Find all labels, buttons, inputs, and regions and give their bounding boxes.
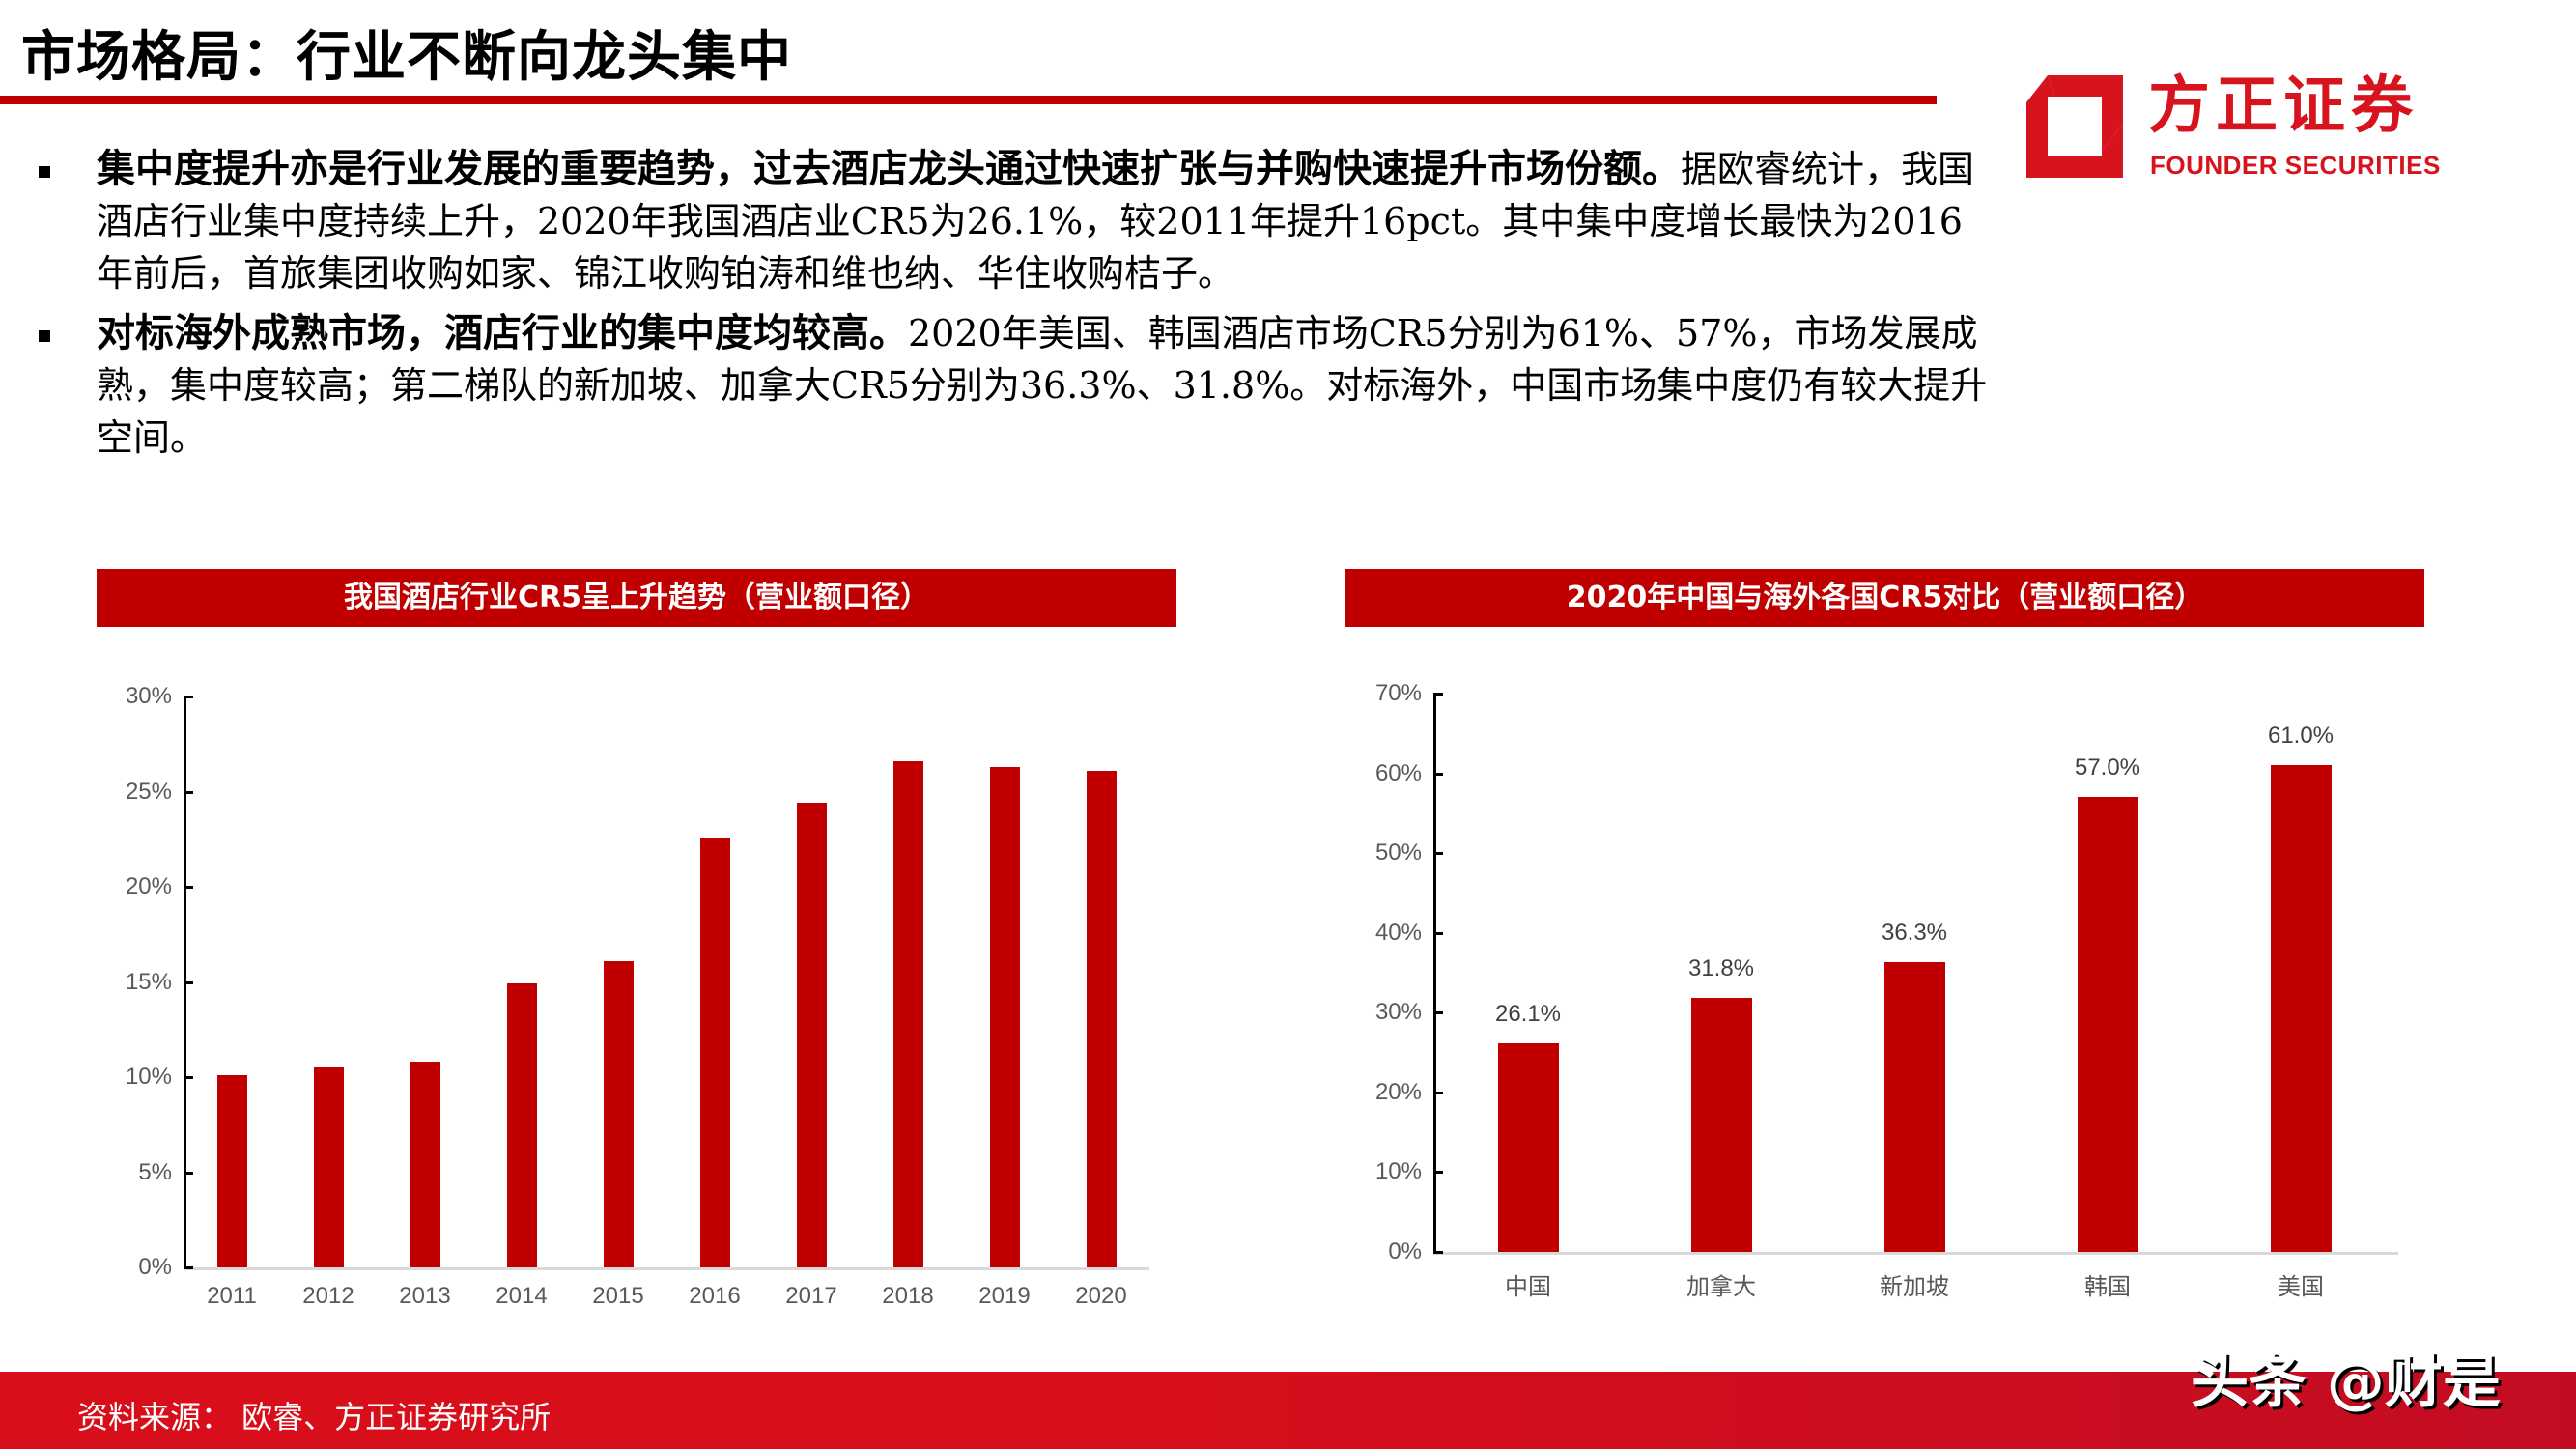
chart-cr5-trend: 0% 5% 10% 15% 20% 25% 30% 2011 2012 2013 2014 2015 2…	[0, 0, 1256, 1352]
y-tick-mark	[1433, 772, 1443, 776]
bullet-lead: 对标海外成熟市场，酒店行业的集中度均较高。	[97, 311, 908, 355]
chart-title-cr5-trend: 我国酒店行业CR5呈上升趋势（营业额口径）	[97, 569, 1176, 627]
x-tick-label: 2020	[1075, 1283, 1127, 1309]
y-tick-mark	[1433, 1251, 1443, 1254]
bullet-text: 2020年美国、韩国酒店市场CR5分别为61%、57%，市场发展成熟，集中度较高…	[97, 312, 1988, 459]
y-tick-label: 60%	[1374, 759, 1422, 786]
x-tick-label: 美国	[2278, 1274, 2324, 1300]
y-tick-label: 30%	[1374, 999, 1422, 1026]
y-tick-label: 10%	[125, 1064, 172, 1090]
bar-新加坡	[1883, 962, 1945, 1252]
bar-加拿大	[1690, 998, 1752, 1252]
x-tick-label: 2019	[978, 1283, 1031, 1309]
x-tick-label: 中国	[1505, 1274, 1551, 1300]
y-tick-label: 70%	[1374, 680, 1422, 706]
bar-2018	[892, 760, 923, 1267]
x-tick-label: 2018	[882, 1283, 934, 1309]
y-tick-label: 0%	[138, 1254, 172, 1280]
bar-2011	[216, 1075, 247, 1267]
logo-name-en: FOUNDER SECURITIES	[2150, 151, 2441, 180]
bar-2017	[796, 803, 827, 1267]
bar-2020	[1086, 770, 1117, 1267]
x-axis	[1433, 1252, 2398, 1255]
x-tick-label: 加拿大	[1686, 1274, 1756, 1300]
bar-2019	[989, 766, 1020, 1267]
y-tick-label: 0%	[1388, 1238, 1422, 1264]
bullet-list: 集中度提升亦是行业发展的重要趋势，过去酒店龙头通过快速扩张与并购快速提升市场份额…	[0, 143, 1990, 471]
x-tick-label: 2011	[207, 1283, 257, 1309]
y-tick-mark	[184, 790, 193, 794]
x-tick-label: 2013	[399, 1283, 451, 1309]
bullet-square-icon	[39, 330, 50, 342]
chart-title-cr5-comparison: 2020年中国与海外各国CR5对比（营业额口径）	[1345, 569, 2424, 627]
y-tick-mark	[1433, 1171, 1443, 1175]
bar-value-label: 36.3%	[1881, 920, 1948, 947]
bullet-item: 对标海外成熟市场，酒店行业的集中度均较高。2020年美国、韩国酒店市场CR5分别…	[0, 307, 1990, 464]
founder-securities-logo: 方正证券 FOUNDER SECURITIES	[2026, 70, 2451, 185]
logo-square-icon	[2026, 75, 2123, 178]
y-tick-label: 50%	[1374, 839, 1422, 867]
y-axis	[1433, 694, 1436, 1252]
x-tick-label: 2017	[785, 1283, 837, 1309]
bullet-lead: 集中度提升亦是行业发展的重要趋势，过去酒店龙头通过快速扩张与并购快速提升市场份额…	[97, 147, 1681, 191]
x-axis	[184, 1267, 1149, 1270]
y-tick-mark	[184, 886, 193, 889]
y-tick-label: 25%	[125, 778, 172, 805]
x-tick-label: 2015	[592, 1283, 644, 1309]
x-tick-label: 2012	[302, 1283, 354, 1309]
footer-band: 资料来源： 欧睿、方正证券研究所	[0, 1372, 2576, 1449]
x-tick-label: 新加坡	[1880, 1274, 1949, 1300]
bar-韩国	[2077, 797, 2138, 1252]
bar-2012	[313, 1067, 344, 1267]
data-source-note: 资料来源： 欧睿、方正证券研究所	[77, 1399, 552, 1435]
y-tick-label: 15%	[125, 968, 172, 995]
chart-cr5-comparison: 0% 10% 20% 30% 40% 50% 60% 70% 中国 26.1% 加拿大 31.8% 新加…	[1374, 680, 2398, 1300]
logo-name-cn: 方正证券	[2148, 71, 2419, 142]
y-tick-mark	[184, 1076, 193, 1079]
y-tick-mark	[184, 1171, 193, 1175]
y-tick-label: 20%	[125, 873, 172, 899]
y-tick-mark	[184, 696, 193, 698]
x-tick-label: 2016	[689, 1283, 741, 1309]
bullet-text: 据欧睿统计，我国酒店行业集中度持续上升，2020年我国酒店业CR5为26.1%，…	[97, 148, 1975, 295]
title-divider	[0, 96, 1937, 104]
y-tick-label: 5%	[138, 1158, 172, 1185]
bar-value-label: 31.8%	[1687, 955, 1755, 982]
bar-2014	[506, 983, 537, 1267]
x-tick-label: 2014	[495, 1283, 548, 1309]
y-tick-mark	[1433, 1011, 1443, 1015]
bar-美国	[2270, 765, 2332, 1252]
y-tick-mark	[184, 1266, 193, 1269]
y-tick-mark	[184, 980, 193, 984]
bar-中国	[1497, 1043, 1559, 1252]
bar-2016	[699, 837, 730, 1267]
bullet-item: 集中度提升亦是行业发展的重要趋势，过去酒店龙头通过快速扩张与并购快速提升市场份额…	[0, 143, 1990, 299]
bar-2013	[410, 1062, 440, 1267]
y-tick-mark	[1433, 931, 1443, 935]
y-tick-mark	[1433, 693, 1443, 696]
bar-value-label: 57.0%	[2074, 754, 2141, 781]
y-tick-mark	[1433, 852, 1443, 856]
y-tick-label: 40%	[1374, 919, 1422, 946]
page-title: 市场格局：行业不断向龙头集中	[21, 26, 792, 89]
y-tick-label: 10%	[1374, 1158, 1422, 1185]
x-tick-label: 韩国	[2084, 1274, 2131, 1300]
y-tick-label: 20%	[1374, 1078, 1422, 1105]
y-tick-label: 30%	[125, 683, 172, 709]
bullet-square-icon	[39, 166, 50, 178]
watermark: 头条 @财是	[2191, 1349, 2501, 1416]
bar-2015	[603, 960, 634, 1267]
bar-value-label: 61.0%	[2267, 723, 2335, 750]
bar-value-label: 26.1%	[1494, 1001, 1562, 1028]
y-tick-mark	[1433, 1091, 1443, 1094]
